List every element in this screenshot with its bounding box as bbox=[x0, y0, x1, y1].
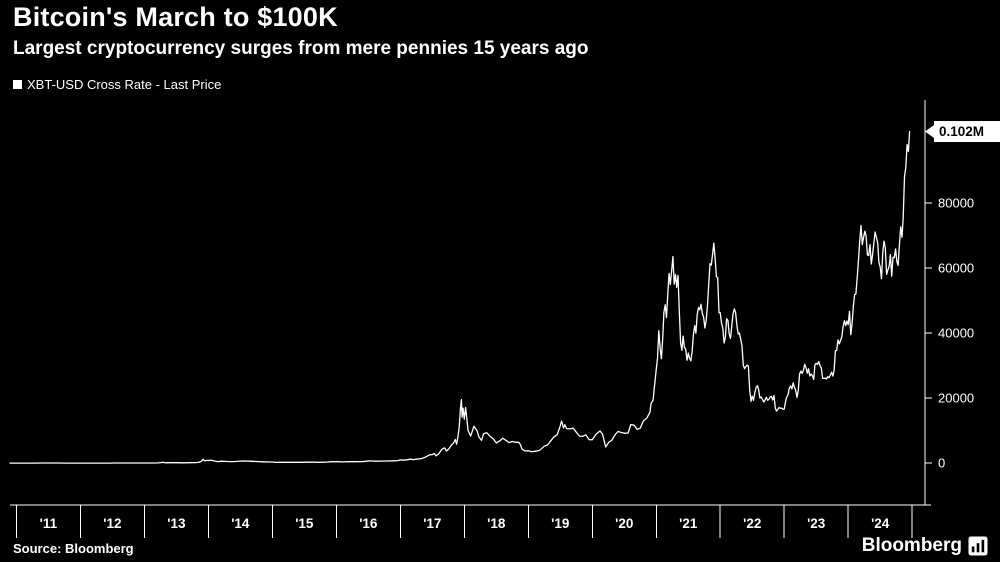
y-axis-tick-label: 60000 bbox=[938, 261, 974, 276]
bloomberg-logo-icon bbox=[968, 536, 988, 556]
source-label: Source: Bloomberg bbox=[13, 541, 134, 556]
y-axis-tick-label: 0 bbox=[938, 456, 945, 471]
chart-title: Bitcoin's March to $100K bbox=[13, 2, 338, 32]
x-axis-tick-label: '19 bbox=[551, 516, 569, 531]
x-axis-tick-label: '18 bbox=[487, 516, 506, 531]
x-axis-tick-label: '15 bbox=[295, 516, 314, 531]
bloomberg-wordmark: Bloomberg bbox=[861, 535, 962, 556]
x-axis-tick-label: '16 bbox=[359, 516, 378, 531]
bloomberg-brand: Bloomberg bbox=[862, 535, 988, 557]
legend-marker-square bbox=[13, 80, 22, 89]
price-line bbox=[9, 130, 911, 464]
y-axis-tick-label: 80000 bbox=[938, 196, 974, 211]
legend-label: XBT-USD Cross Rate - Last Price bbox=[27, 77, 222, 92]
x-axis-tick-label: '21 bbox=[679, 516, 698, 531]
x-axis-tick-label: '12 bbox=[103, 516, 121, 531]
last-price-box bbox=[934, 121, 1000, 143]
last-price-label: 0.102M bbox=[939, 124, 984, 139]
x-axis-tick-label: '23 bbox=[807, 516, 826, 531]
x-axis-tick-label: '22 bbox=[743, 516, 761, 531]
chart-subtitle: Largest cryptocurrency surges from mere … bbox=[13, 38, 589, 59]
y-axis-tick-label: 40000 bbox=[938, 326, 974, 341]
x-axis-tick-label: '13 bbox=[167, 516, 186, 531]
x-axis-tick-label: '11 bbox=[40, 516, 58, 531]
x-axis-tick-label: '20 bbox=[615, 516, 633, 531]
last-price-arrow bbox=[925, 125, 934, 139]
legend: XBT-USD Cross Rate - Last Price bbox=[13, 77, 221, 92]
x-axis-tick-label: '14 bbox=[231, 516, 250, 531]
x-axis-tick-label: '17 bbox=[423, 516, 441, 531]
y-axis-tick-label: 20000 bbox=[938, 391, 974, 406]
x-axis-tick-label: '24 bbox=[871, 516, 890, 531]
